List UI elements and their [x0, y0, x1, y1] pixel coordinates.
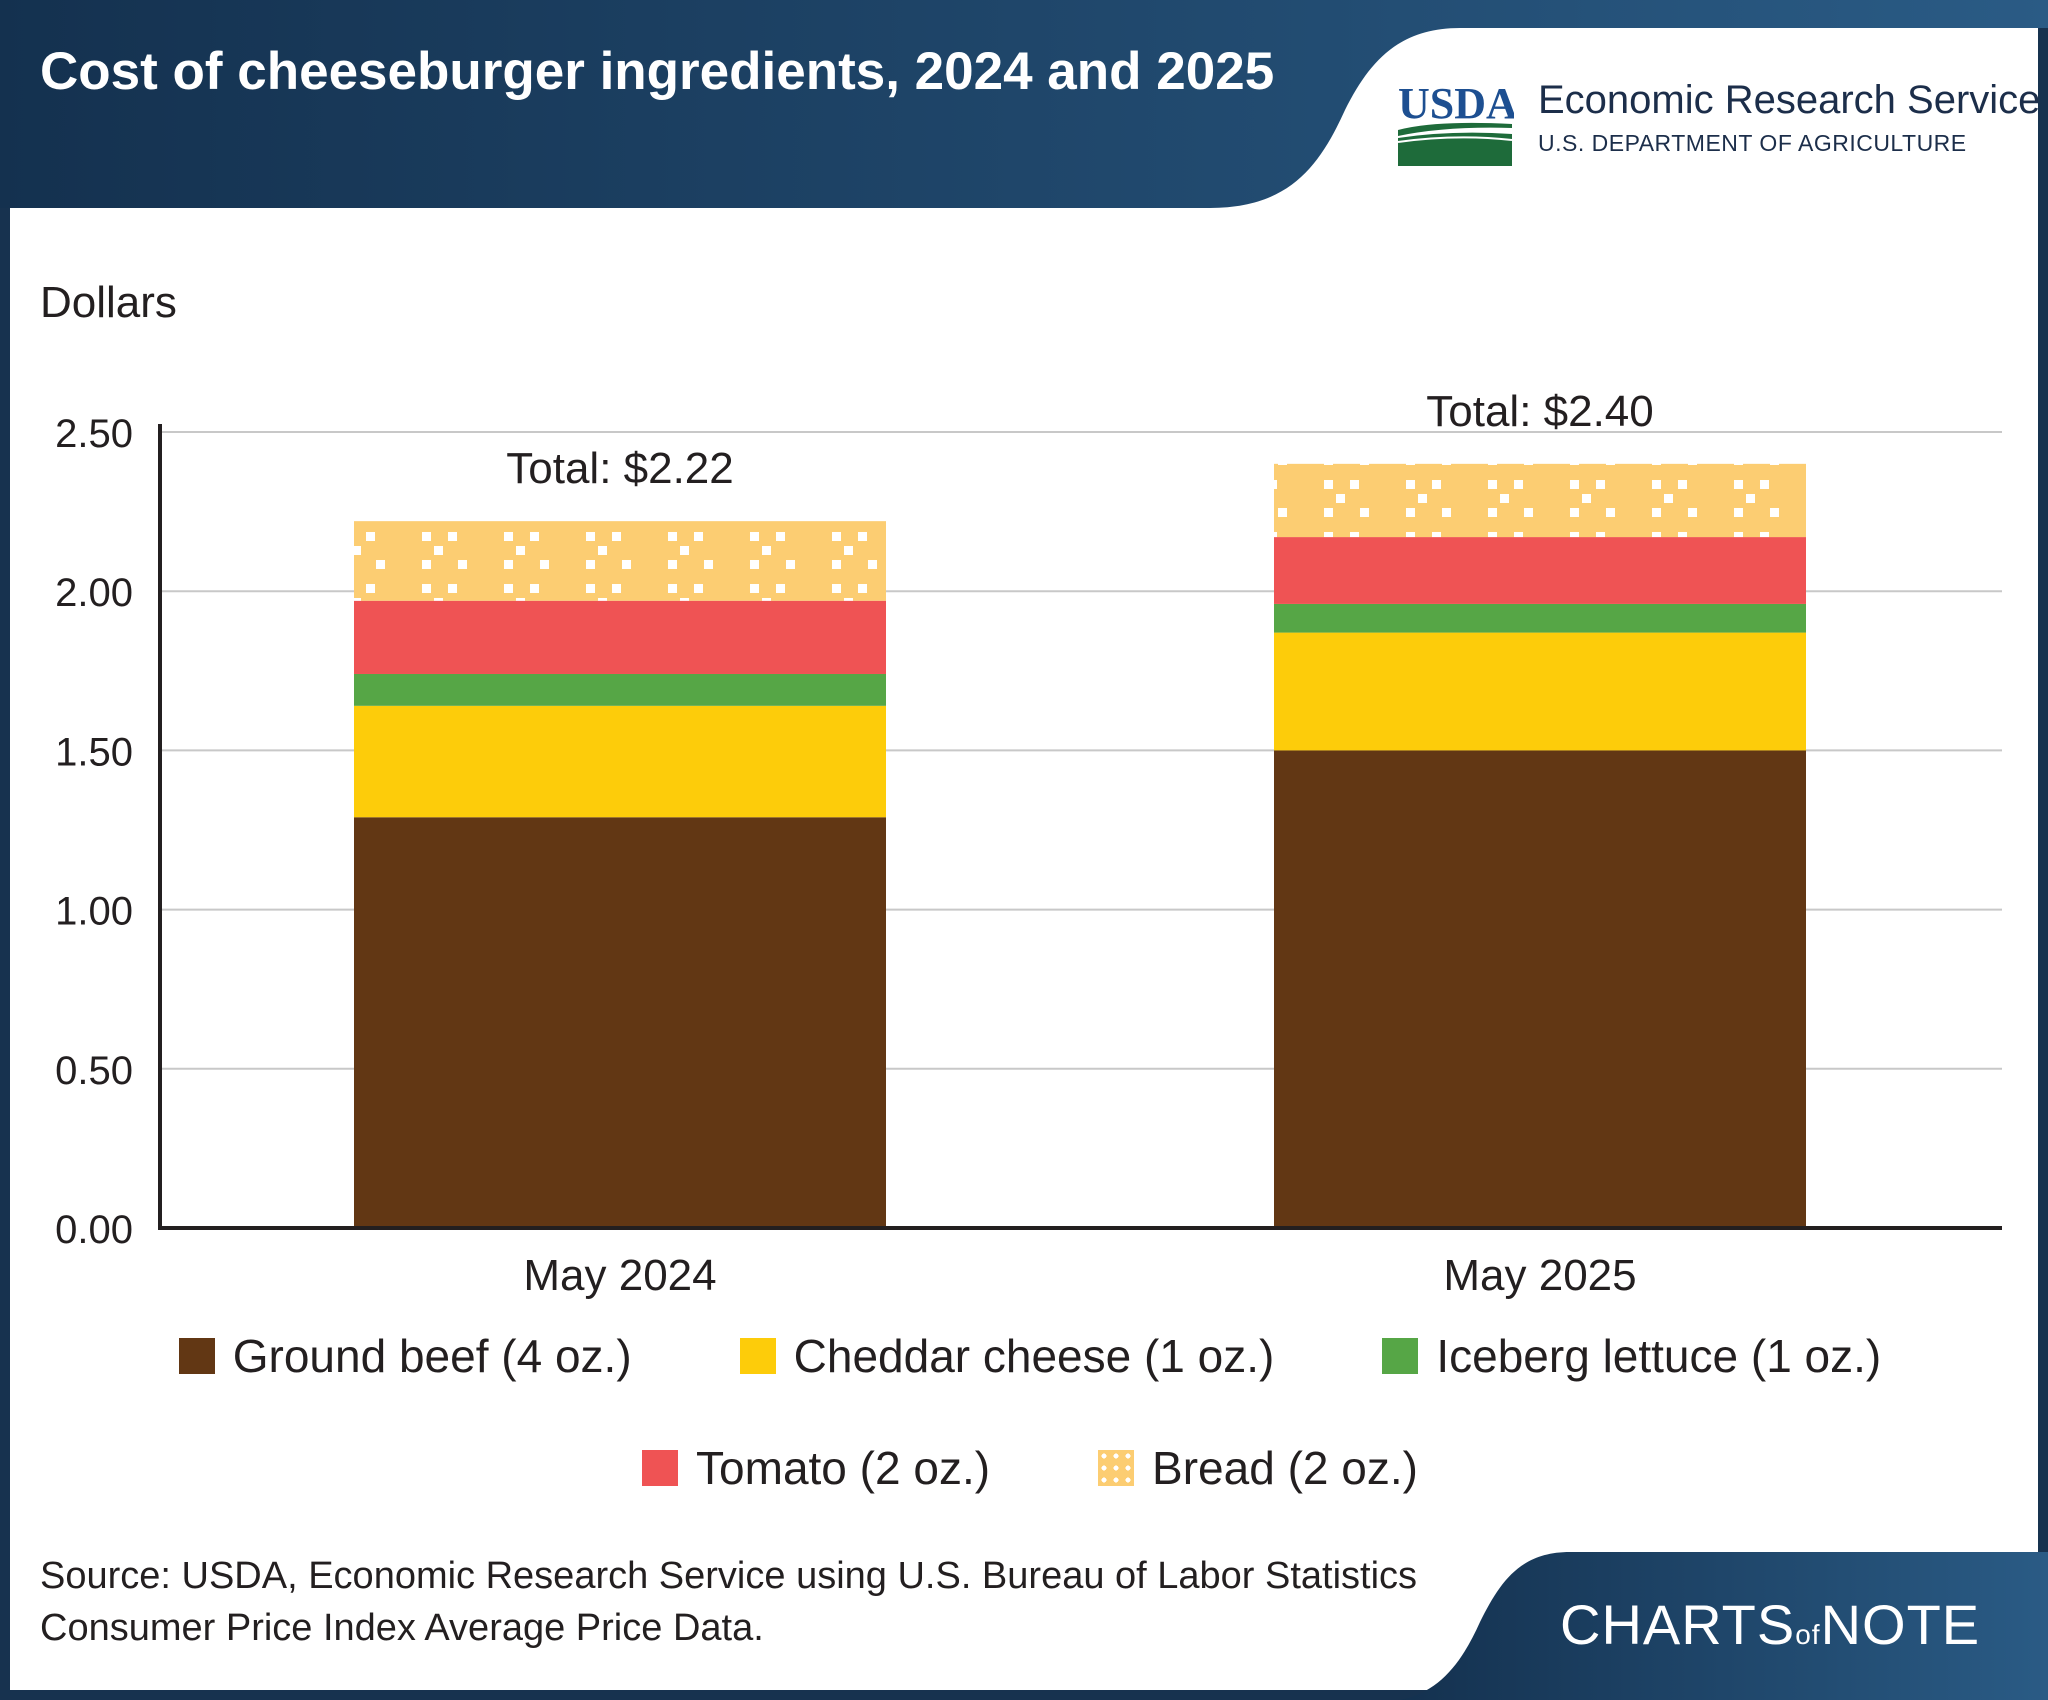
bar-total-label: Total: $2.40	[1426, 387, 1654, 436]
source-note: Source: USDA, Economic Research Service …	[40, 1555, 1418, 1649]
legend-item: Cheddar cheese (1 oz.)	[739, 1320, 1275, 1392]
department-name: U.S. DEPARTMENT OF AGRICULTURE	[1538, 130, 1967, 156]
y-tick-label: 0.00	[55, 1208, 133, 1252]
bar-segment-iceberg	[354, 673, 886, 706]
y-axis-label: Dollars	[40, 278, 177, 327]
x-tick-label: May 2025	[1443, 1251, 1636, 1300]
legend-label: Cheddar cheese (1 oz.)	[793, 1330, 1275, 1382]
legend-label: Bread (2 oz.)	[1152, 1442, 1418, 1494]
y-tick-label: 1.00	[55, 890, 133, 934]
legend-item: Bread (2 oz.)	[1098, 1432, 1418, 1504]
bar-segment-cheddar	[354, 705, 886, 818]
header-band	[0, 0, 2048, 208]
chart-legend: Ground beef (4 oz.) Cheddar cheese (1 oz.…	[80, 1320, 1980, 1504]
x-tick-label: May 2024	[523, 1251, 716, 1300]
legend-item: Tomato (2 oz.)	[642, 1432, 990, 1504]
bar-segment-ground	[1274, 750, 1806, 1228]
legend-swatch	[739, 1338, 776, 1374]
usda-logo-text: USDA	[1398, 80, 1514, 128]
bar-segment-iceberg	[1274, 603, 1806, 633]
stacked-bar-chart: Dollars 0.00 0.50 1.00 1.50 2.00 2.50 Total: $2…	[40, 278, 2002, 1300]
legend-label: Tomato (2 oz.)	[696, 1442, 991, 1494]
legend-item: Iceberg lettuce (1 oz.)	[1382, 1320, 1881, 1392]
charts-of-note-brand: CHARTSofNOTE	[1560, 1592, 1980, 1657]
agency-name: Economic Research Service	[1538, 78, 2041, 122]
legend-swatch	[1098, 1450, 1135, 1486]
bar-segment-bread	[354, 521, 886, 601]
bar-segment-tomato	[354, 600, 886, 674]
brand-word-note: NOTE	[1820, 1593, 1981, 1656]
y-tick-label: 1.50	[55, 730, 133, 774]
legend-swatch	[178, 1338, 215, 1374]
legend-swatch	[1382, 1338, 1419, 1374]
bar-segment-tomato	[1274, 537, 1806, 604]
usda-logo: USDA	[1397, 80, 1514, 166]
legend-swatch	[642, 1450, 679, 1486]
footer-band	[1400, 1552, 2048, 1700]
y-tick-label: 2.50	[55, 412, 133, 456]
chart-title: Cost of cheeseburger ingredients, 2024 a…	[40, 42, 1275, 101]
y-tick-label: 0.50	[55, 1049, 133, 1093]
legend-item: Ground beef (4 oz.)	[178, 1320, 632, 1392]
legend-label: Ground beef (4 oz.)	[232, 1330, 632, 1382]
legend-label: Iceberg lettuce (1 oz.)	[1436, 1330, 1882, 1382]
bar-segment-bread	[1274, 463, 1806, 538]
y-tick-label: 2.00	[55, 571, 133, 615]
brand-word-of: of	[1795, 1619, 1821, 1650]
bar-total-label: Total: $2.22	[506, 444, 734, 493]
bar-segment-cheddar	[1274, 632, 1806, 751]
brand-word-charts: CHARTS	[1560, 1593, 1796, 1656]
bar-segment-ground	[354, 817, 886, 1228]
